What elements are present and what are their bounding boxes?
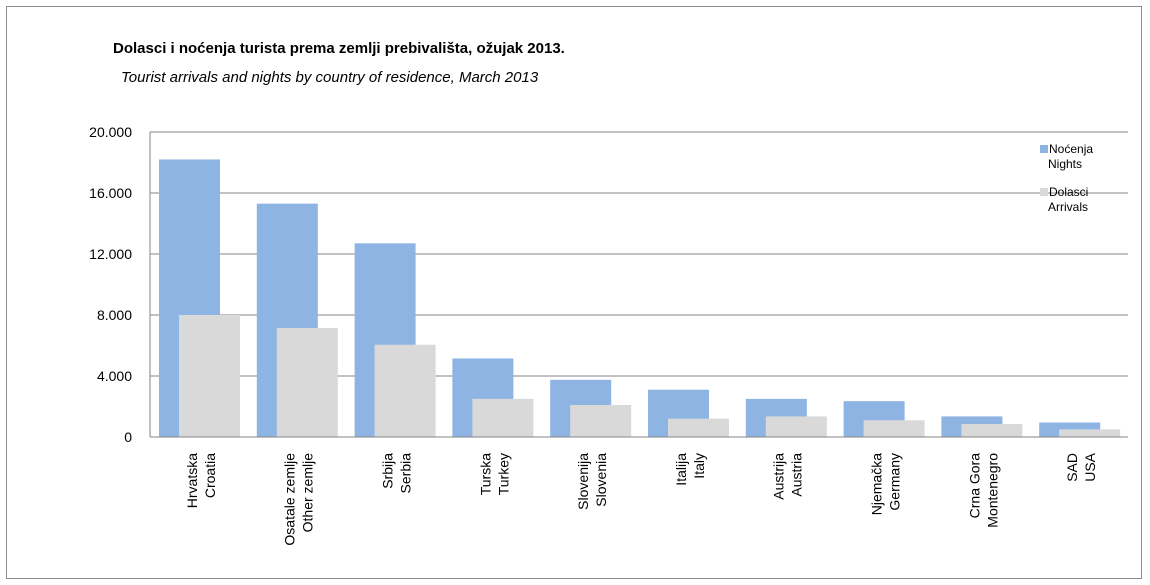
category-label: Turska Turkey bbox=[477, 453, 511, 495]
category-label-en: Montenegro bbox=[984, 453, 1000, 528]
category-label-en: Slovenia bbox=[593, 453, 609, 507]
bar-arrivals bbox=[961, 424, 1023, 437]
bar-arrivals bbox=[765, 416, 827, 437]
category-label-en: Serbia bbox=[398, 453, 414, 494]
category-label-hr: Osatale zemlje bbox=[282, 453, 298, 546]
category-label: Crna Gora Montenegro bbox=[966, 453, 1000, 528]
category-label: Slovenija Slovenia bbox=[575, 453, 609, 510]
category-label-hr: Turska bbox=[477, 453, 493, 495]
category-label-hr: Slovenija bbox=[575, 453, 591, 510]
category-label-hr: Njemačka bbox=[869, 453, 885, 515]
category-label: Srbija Serbia bbox=[380, 453, 414, 494]
chart-subtitle: Tourist arrivals and nights by country o… bbox=[121, 69, 539, 86]
y-tick-label: 20.000 bbox=[89, 124, 132, 140]
category-label: Hrvatska Croatia bbox=[184, 453, 218, 508]
category-label-en: USA bbox=[1082, 452, 1098, 481]
y-tick-label: 8.000 bbox=[97, 307, 132, 323]
category-label-hr: Austrija bbox=[771, 453, 787, 500]
category-label: Italija Italy bbox=[673, 453, 707, 486]
category-label: Njemačka Germany bbox=[869, 453, 903, 515]
legend-label: Noćenja bbox=[1049, 142, 1093, 156]
bar-arrivals bbox=[472, 398, 534, 437]
category-label-en: Other zemlje bbox=[300, 453, 316, 533]
legend-swatch bbox=[1040, 188, 1048, 196]
category-label-en: Turkey bbox=[495, 453, 511, 495]
bar-arrivals bbox=[374, 344, 436, 437]
bar-arrivals bbox=[276, 327, 338, 437]
y-tick-label: 0 bbox=[124, 429, 132, 445]
category-label: Austrija Austria bbox=[771, 453, 805, 500]
bar-arrivals bbox=[668, 418, 729, 437]
category-label: Osatale zemlje Other zemlje bbox=[282, 453, 316, 546]
bar-arrivals bbox=[179, 315, 240, 437]
category-label-hr: Srbija bbox=[380, 453, 396, 489]
bar-arrivals bbox=[1059, 429, 1121, 437]
category-label-hr: Hrvatska bbox=[184, 453, 200, 508]
bar-arrivals bbox=[863, 420, 925, 437]
legend-label: Arrivals bbox=[1048, 200, 1088, 214]
bar-arrivals bbox=[570, 404, 632, 437]
category-label-hr: Crna Gora bbox=[966, 453, 982, 519]
category-label-en: Germany bbox=[887, 453, 903, 511]
y-tick-label: 4.000 bbox=[97, 368, 132, 384]
category-label-hr: Italija bbox=[673, 453, 689, 486]
y-tick-label: 16.000 bbox=[89, 185, 132, 201]
category-label-hr: SAD bbox=[1064, 453, 1080, 482]
legend-label: Dolasci bbox=[1049, 185, 1088, 199]
legend-label: Nights bbox=[1048, 157, 1082, 171]
category-label-en: Croatia bbox=[202, 453, 218, 498]
chart-title: Dolasci i noćenja turista prema zemlji p… bbox=[113, 40, 565, 57]
category-label: SAD USA bbox=[1064, 452, 1098, 481]
legend-swatch bbox=[1040, 145, 1048, 153]
y-tick-label: 12.000 bbox=[89, 246, 132, 262]
category-label-en: Italy bbox=[691, 453, 707, 479]
category-label-en: Austria bbox=[789, 453, 805, 497]
